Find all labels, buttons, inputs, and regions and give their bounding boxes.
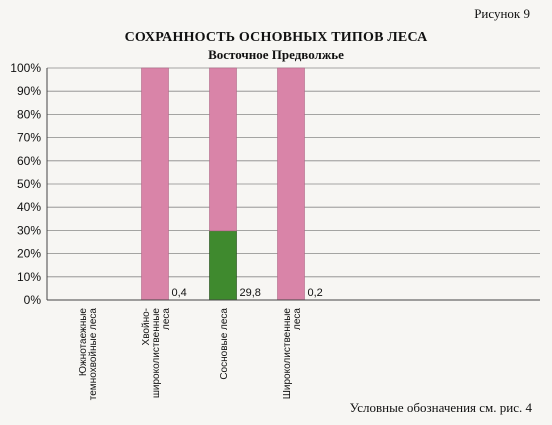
legend-note: Условные обозначения см. рис. 4	[349, 400, 532, 415]
bar-segment	[277, 67, 305, 301]
category-label: Хвойно-	[141, 308, 152, 345]
category-labels: Южнотаежные темнохвойные леса Хвойно-широк…	[78, 308, 303, 401]
y-tick-label: 40%	[17, 200, 41, 214]
data-label: 0,4	[172, 287, 187, 299]
category-label: широколиственные	[151, 308, 162, 399]
chart-subtitle: Восточное Предволжье	[208, 47, 344, 62]
category-label: темнохвойные леса	[88, 308, 99, 401]
y-tick-label: 80%	[17, 107, 41, 121]
data-label: 29,8	[240, 287, 261, 299]
y-axis-ticks: 0% 10% 20% 30% 40% 50% 60% 70% 80% 90% 100%	[10, 61, 41, 307]
y-tick-label: 30%	[17, 223, 41, 237]
y-tick-label: 20%	[17, 247, 41, 261]
bar-segment	[209, 67, 237, 232]
data-label: 0,2	[308, 287, 323, 299]
category-label: леса	[161, 308, 172, 330]
y-tick-label: 50%	[17, 177, 41, 191]
y-tick-label: 10%	[17, 270, 41, 284]
figure-label: Рисунок 9	[474, 6, 530, 21]
y-tick-label: 0%	[24, 293, 42, 307]
y-tick-label: 100%	[10, 61, 41, 75]
bar-segment	[141, 67, 169, 301]
data-labels: 0,4 29,8 0,2	[172, 287, 323, 299]
category-label: Сосновые леса	[219, 308, 230, 380]
category-label: Южнотаежные	[78, 308, 89, 377]
y-tick-label: 70%	[17, 131, 41, 145]
y-tick-label: 60%	[17, 154, 41, 168]
bar-segment	[209, 230, 237, 301]
category-label: леса	[292, 308, 303, 330]
bars	[141, 67, 305, 301]
category-label: Широколиственные	[282, 308, 293, 400]
chart-title: СОХРАННОСТЬ ОСНОВНЫХ ТИПОВ ЛЕСА	[124, 30, 428, 45]
y-tick-label: 90%	[17, 84, 41, 98]
